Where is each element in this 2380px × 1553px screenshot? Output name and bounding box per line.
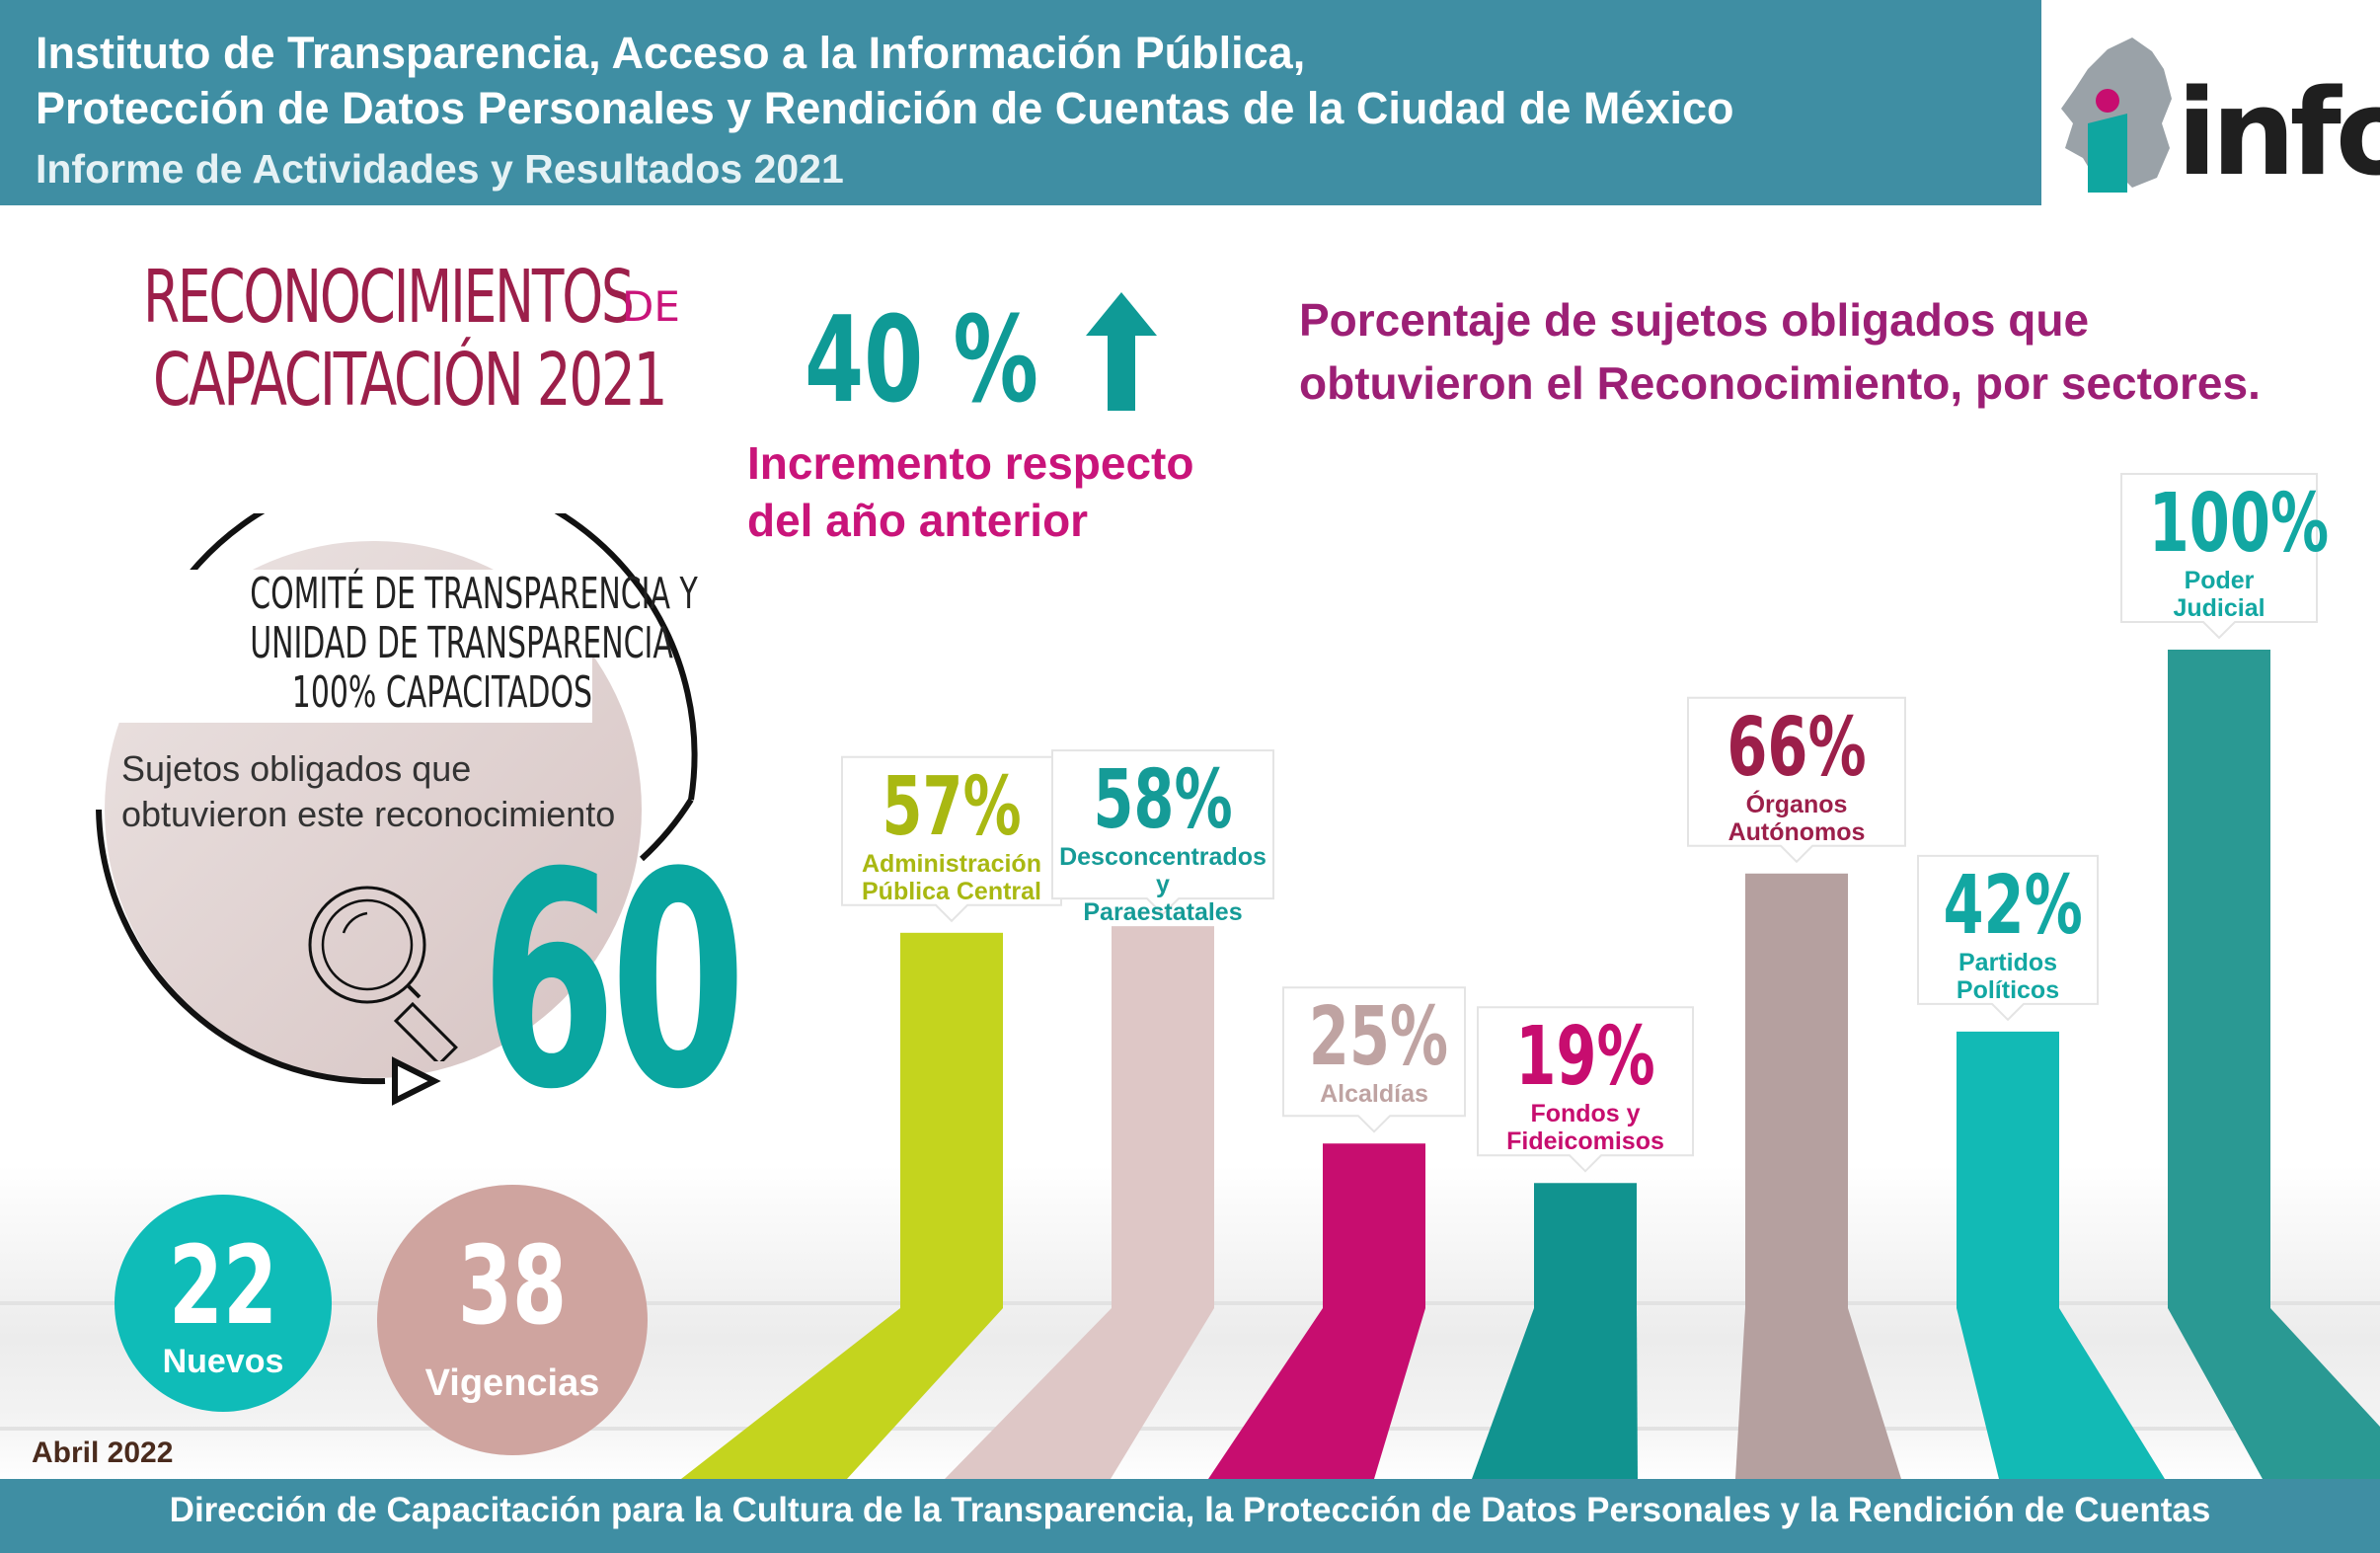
label-box-1 [1051,749,1274,916]
bar-pct-6: 100% [2148,477,2330,571]
bar-category-line2-3: Fideicomisos [1506,1127,1664,1156]
bar-floor-2 [1208,1308,1425,1479]
institute-name-line2: Protección de Datos Personales y Rendici… [36,83,1734,133]
bar-category-1: Desconcentrados y [1059,843,1267,899]
label-box-5 [1917,854,2099,1022]
increment-text-line2: del año anterior [747,495,1089,546]
increment-text: Incremento respecto del año anterior [747,434,1193,549]
bar-pct-1: 58% [1093,753,1233,848]
bar-4 [1745,873,1848,1308]
bar-pct-4: 66% [1727,700,1867,795]
institute-name-line1: Instituto de Transparencia, Acceso a la … [36,28,1306,78]
vigencias-label: Vigencias [424,1362,600,1404]
capacitacion-title: CAPACITACIÓN 2021 [153,338,667,423]
bar-floor-6 [2168,1308,2380,1479]
bar-floor-1 [945,1308,1214,1479]
bar-floor-4 [1735,1308,1901,1479]
label-box-6 [2120,473,2318,640]
bar-label-3: 19% Fondos y Fideicomisos [1478,1010,1693,1156]
bar-category-line2-6: Judicial [2173,594,2265,622]
label-box-2 [1282,986,1466,1133]
floor-divider [0,1427,2380,1431]
bar-category-6: Poder [2184,567,2255,594]
bar-category-4: Órganos [1745,790,1848,818]
bar-label-6: 100% Poder Judicial [2121,477,2330,623]
bar-label-5: 42% Partidos Políticos [1918,858,2098,1004]
bar-pct-5: 42% [1943,858,2083,953]
chart-title: Porcentaje de sujetos obligados que obtu… [1299,288,2261,415]
bar-floor-5 [1957,1308,2165,1479]
reconocimientos-title: RECONOCIMIENTOS [143,255,635,340]
report-title: Informe de Actividades y Resultados 2021 [36,146,844,192]
sujetos-line1: Sujetos obligados que [121,748,472,789]
vigencias-bubble: 38 Vigencias [377,1185,648,1455]
magnifier-icon [308,886,458,1061]
label-box-3 [1477,1006,1694,1173]
bar-category-5: Partidos [1958,948,2058,976]
bar-6 [2168,650,2270,1308]
sujetos-text: Sujetos obligados que obtuvieron este re… [121,746,615,837]
bar-category-3: Fondos y [1530,1100,1641,1128]
comite-line3: 100% CAPACITADOS [291,667,592,718]
bar-category-line2-5: Políticos [1956,975,2060,1004]
total-count: 60 [481,810,746,1154]
nuevos-label: Nuevos [162,1343,284,1380]
nuevos-bubble: 22 Nuevos [115,1195,332,1412]
bar-floor-0 [681,1308,1003,1479]
bar-2 [1323,1143,1425,1308]
header-banner: Instituto de Transparencia, Acceso a la … [0,0,2041,205]
increment-text-line1: Incremento respecto [747,437,1194,489]
bar-0 [900,932,1003,1308]
cdmx-map-logo-icon [2061,38,2172,193]
footer-banner: Dirección de Capacitación para la Cultur… [0,1479,2380,1553]
chart-title-line2: obtuvieron el Reconocimiento, por sector… [1299,357,2261,409]
up-arrow-icon [1086,292,1157,411]
bar-category-line2-4: Autónomos [1727,817,1866,846]
bar-category-2: Alcaldías [1320,1080,1428,1109]
reconocimientos-de: DE [622,282,680,331]
bar-pct-3: 19% [1515,1010,1655,1105]
chart-title-line1: Porcentaje de sujetos obligados que [1299,294,2090,346]
bar-label-4: 66% Órganos Autónomos [1688,700,1905,846]
bar-label-1: 58% Desconcentrados y Paraestatales [1052,753,1273,927]
nuevos-value: 22 [168,1222,278,1349]
increment-value: 40 % [805,292,1038,429]
label-box-4 [1687,696,1906,864]
bar-floor-3 [1472,1308,1638,1479]
vigencias-value: 38 [457,1222,568,1349]
bar-pct-2: 25% [1308,990,1449,1085]
logo-text: info [2177,65,2380,202]
bar-category-line2-0: Pública Central [862,877,1041,905]
footer-text: Dirección de Capacitación para la Cultur… [169,1491,2211,1529]
sujetos-line2: obtuvieron este reconocimiento [121,794,616,834]
bar-label-0: 57% Administración Pública Central [842,759,1061,905]
bar-category-0: Administración [862,849,1041,878]
bar-1 [1112,926,1214,1308]
bar-category-line2-1: Paraestatales [1083,898,1243,927]
bar-pct-0: 57% [882,759,1022,854]
bar-label-2: 25% Alcaldías [1283,990,1465,1109]
date-label: Abril 2022 [32,1437,174,1469]
bar-5 [1957,1031,2059,1308]
bar-3 [1534,1183,1637,1308]
